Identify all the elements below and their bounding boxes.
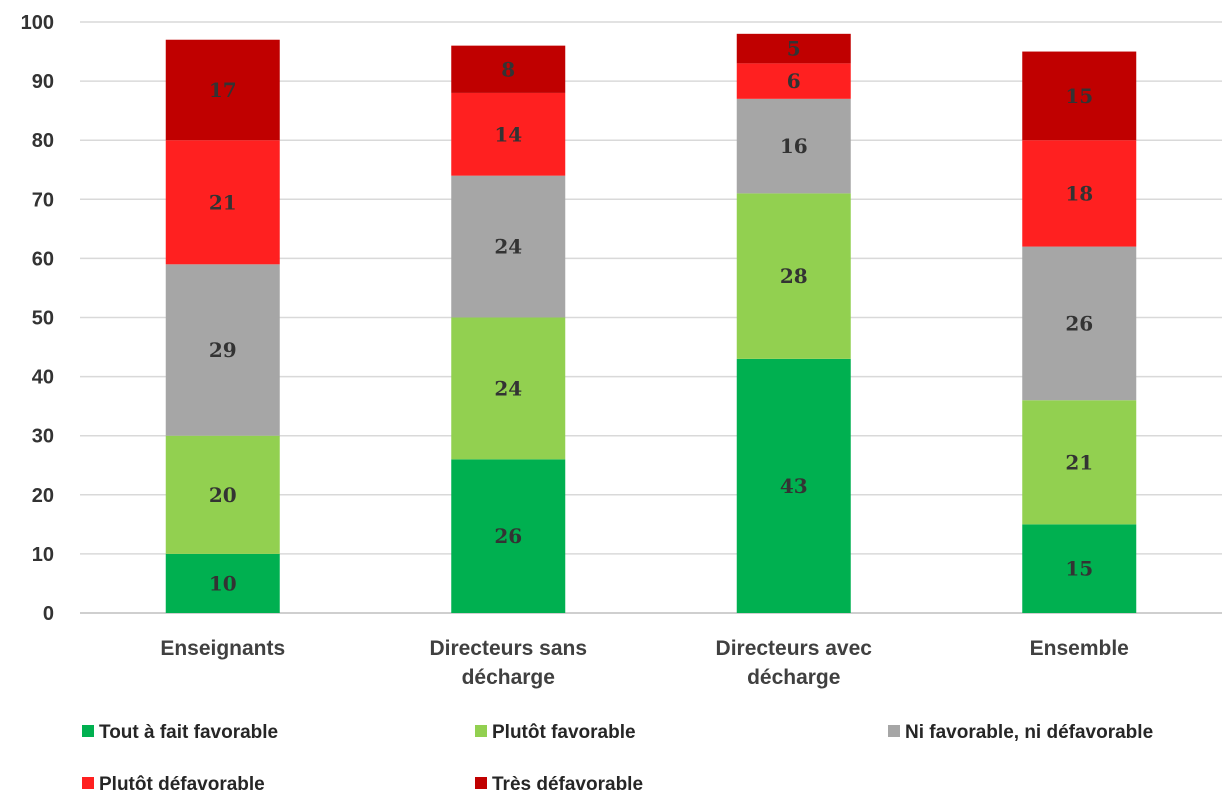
data-label: 21 xyxy=(1065,450,1093,474)
bar-segment xyxy=(1022,524,1137,613)
data-label: 14 xyxy=(494,122,522,146)
legend-label: Très défavorable xyxy=(492,774,643,795)
data-label: 26 xyxy=(494,524,522,548)
data-label: 16 xyxy=(780,134,808,158)
legend: Tout à fait favorable Plutôt favorable Ni … xyxy=(82,722,1153,795)
bars xyxy=(165,33,1137,613)
category-label: décharge xyxy=(462,666,555,689)
data-label: 18 xyxy=(1065,181,1093,205)
bar-segment xyxy=(1022,140,1137,247)
data-label: 15 xyxy=(1065,557,1093,581)
y-tick-label: 100 xyxy=(21,12,54,34)
y-tick-label: 30 xyxy=(32,426,54,448)
legend-item: Très défavorable xyxy=(475,774,643,795)
bar-segment xyxy=(736,98,851,194)
y-tick-label: 90 xyxy=(32,71,54,93)
y-tick-label: 20 xyxy=(32,485,54,507)
category-label: Directeurs sans xyxy=(429,637,587,660)
data-label: 28 xyxy=(780,264,808,288)
bar-segment xyxy=(451,459,566,613)
bar-segment xyxy=(451,317,566,460)
data-label: 24 xyxy=(494,235,522,259)
category-label: Ensemble xyxy=(1030,637,1129,660)
category-label: Enseignants xyxy=(160,637,285,660)
y-tick-label: 80 xyxy=(32,130,54,152)
bar-segment xyxy=(451,45,566,93)
y-tick-label: 60 xyxy=(32,248,54,270)
category-label: Directeurs avec xyxy=(716,637,873,660)
data-label: 43 xyxy=(780,474,808,498)
x-axis-categories: Enseignants Directeurs sans décharge Direct… xyxy=(160,637,1129,689)
bar-segment xyxy=(736,33,851,64)
data-label: 15 xyxy=(1065,84,1093,108)
legend-swatch xyxy=(888,725,900,737)
bar-segment xyxy=(736,63,851,99)
y-tick-label: 50 xyxy=(32,308,54,330)
data-label: 10 xyxy=(209,571,237,595)
category-label: décharge xyxy=(747,666,840,689)
bar-segment xyxy=(165,264,280,436)
data-label: 21 xyxy=(209,190,237,214)
legend-label: Tout à fait favorable xyxy=(99,722,278,743)
bar-segment xyxy=(165,39,280,141)
y-tick-label: 40 xyxy=(32,367,54,389)
legend-label: Plutôt favorable xyxy=(492,722,636,743)
legend-item: Plutôt favorable xyxy=(475,722,636,743)
legend-label: Ni favorable, ni défavorable xyxy=(905,722,1153,743)
data-label: 20 xyxy=(209,483,237,507)
legend-swatch xyxy=(475,725,487,737)
bar-segment xyxy=(165,435,280,554)
legend-item: Plutôt défavorable xyxy=(82,774,265,795)
bar-segment xyxy=(165,140,280,265)
bar-segment xyxy=(1022,246,1137,401)
bar-segment xyxy=(165,553,280,613)
bar-segment xyxy=(451,92,566,176)
y-tick-label: 10 xyxy=(32,544,54,566)
data-labels: 10 20 29 21 17 26 24 24 14 8 43 28 16 6 5 15 21 26 18 15 xyxy=(209,37,1093,596)
bar-segment xyxy=(736,358,851,613)
bar-segment xyxy=(451,175,566,318)
data-label: 26 xyxy=(1065,311,1093,335)
y-tick-label: 70 xyxy=(32,189,54,211)
y-axis-ticks: 0 10 20 30 40 50 60 70 80 90 100 xyxy=(21,12,54,625)
data-label: 5 xyxy=(787,37,801,61)
data-label: 24 xyxy=(494,376,522,400)
legend-item: Ni favorable, ni défavorable xyxy=(888,722,1153,743)
legend-swatch xyxy=(475,777,487,789)
data-label: 6 xyxy=(787,69,801,93)
data-label: 8 xyxy=(501,57,515,81)
bar-segment xyxy=(1022,400,1137,525)
data-label: 17 xyxy=(209,78,237,102)
legend-swatch xyxy=(82,725,94,737)
bar-segment xyxy=(736,193,851,359)
bar-segment xyxy=(1022,51,1137,141)
legend-swatch xyxy=(82,777,94,789)
legend-label: Plutôt défavorable xyxy=(99,774,265,795)
data-label: 29 xyxy=(209,338,237,362)
legend-item: Tout à fait favorable xyxy=(82,722,278,743)
y-tick-label: 0 xyxy=(43,603,54,625)
